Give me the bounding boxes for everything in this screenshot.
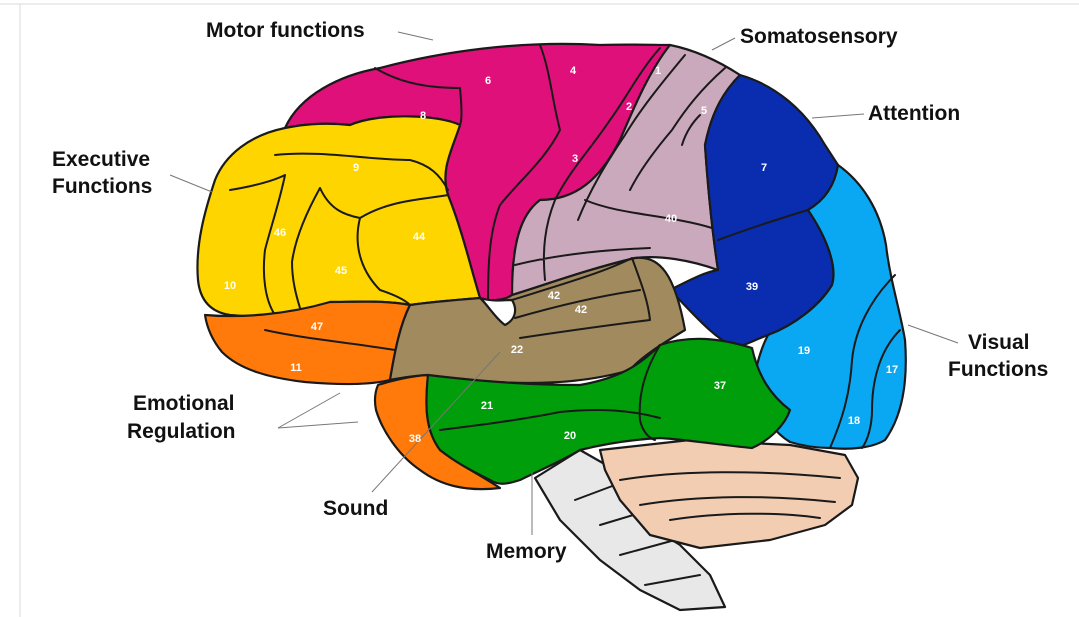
- area-37-label: 37: [714, 380, 726, 392]
- attention-leader-line: [811, 113, 865, 119]
- emotional-leader-line-upper: [277, 392, 341, 429]
- executive-region: [196, 115, 482, 318]
- motor-functions-label: Motor functions: [206, 19, 365, 42]
- visual-region: [750, 163, 907, 450]
- executive-subdivision-lines: [229, 152, 449, 316]
- area-7-label: 7: [761, 162, 767, 174]
- emotional-label-line2: Regulation: [127, 420, 236, 443]
- area-46-label: 46: [274, 227, 286, 239]
- sound-leader-line: [371, 351, 501, 493]
- area-21-label: 21: [481, 400, 493, 412]
- visual-subdivision-lines: [829, 274, 901, 449]
- attention-label: Attention: [868, 102, 960, 125]
- somatosensory-subdivision-lines: [514, 47, 726, 281]
- executive-label-line1: Executive: [52, 148, 150, 171]
- area-42-upper-label: 42: [548, 290, 560, 302]
- attention-subdivision-line: [717, 209, 809, 241]
- sound-label: Sound: [323, 497, 388, 520]
- visual-leader-line: [907, 324, 959, 344]
- lateral-sulcus-gap: [478, 296, 517, 327]
- somatosensory-label: Somatosensory: [740, 25, 898, 48]
- area-1-label: 1: [655, 65, 661, 77]
- area-4-label: 4: [570, 65, 577, 77]
- area-47-label: 47: [311, 321, 323, 333]
- area-5-label: 5: [701, 105, 707, 117]
- area-19-label: 19: [798, 345, 810, 357]
- motor-leader-line: [397, 31, 434, 41]
- memory-label: Memory: [486, 540, 567, 563]
- executive-label-line2: Functions: [52, 175, 152, 198]
- area-45-label: 45: [335, 265, 347, 277]
- somatosensory-leader-line: [711, 37, 736, 51]
- area-20-label: 20: [564, 430, 576, 442]
- area-3-label: 3: [572, 153, 578, 165]
- emotional-leader-line-lower: [277, 421, 359, 429]
- area-42-lower-label: 42: [575, 304, 587, 316]
- emotional-subdivision-line: [264, 329, 396, 351]
- area-44-label: 44: [413, 231, 426, 243]
- area-8-label: 8: [420, 110, 426, 122]
- area-38-label: 38: [409, 433, 421, 445]
- emotional-label-line1: Emotional: [133, 392, 235, 415]
- memory-subdivision-lines: [439, 344, 661, 441]
- executive-leader-line: [169, 174, 213, 193]
- brainstem-segment-lines: [574, 484, 701, 586]
- area-18-label: 18: [848, 415, 860, 427]
- area-40-label: 40: [665, 213, 677, 225]
- area-6-label: 6: [485, 75, 491, 87]
- area-17-label: 17: [886, 364, 898, 376]
- area-22-label: 22: [511, 344, 523, 356]
- area-11-label: 11: [290, 362, 302, 374]
- visual-label-line2: Functions: [948, 358, 1048, 381]
- area-2-label: 2: [626, 101, 632, 113]
- area-9-label: 9: [353, 162, 359, 174]
- cerebellum-region: [598, 438, 860, 550]
- motor-subdivision-lines: [374, 44, 561, 301]
- sound-subdivision-lines: [511, 257, 651, 339]
- visual-label-line1: Visual: [968, 331, 1029, 354]
- area-39-label: 39: [746, 281, 758, 293]
- area-10-label: 10: [224, 280, 236, 292]
- cerebellum-folia: [619, 471, 841, 521]
